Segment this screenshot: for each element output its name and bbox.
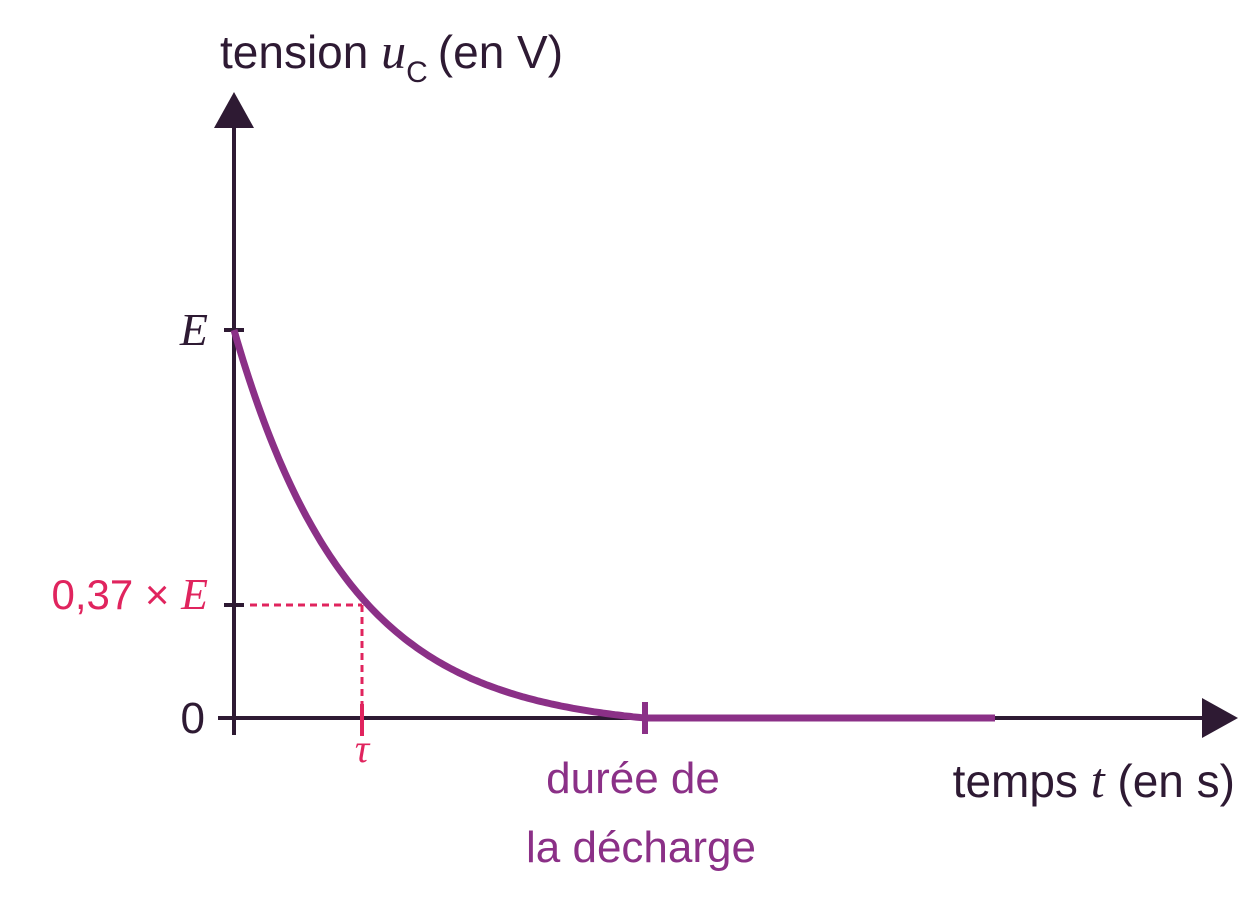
x-axis-title: temps t (en s) (953, 752, 1235, 808)
x-title-unit: (en s) (1117, 755, 1235, 807)
y-title-subscript: C (406, 56, 428, 89)
annotation-line: durée de (546, 754, 720, 803)
x-title-symbol: t (1091, 752, 1106, 808)
y-axis-title: tension uC (en V) (220, 23, 563, 89)
y-axis-arrow (214, 92, 254, 128)
tick-label-e: E (179, 304, 208, 355)
annotation-line: la décharge (526, 823, 756, 872)
y-title-symbol: u (381, 23, 406, 79)
tick-label-tau: τ (355, 726, 371, 771)
discharge-curve (230, 329, 646, 722)
tick-label-zero: 0 (181, 694, 205, 743)
tick-mid-factor: 0,37 × (51, 571, 169, 618)
y-title-word: tension (220, 26, 368, 78)
x-axis-arrow (1202, 698, 1238, 738)
tick-label-mid: 0,37 × E (51, 570, 208, 619)
tick-mid-symbol: E (180, 570, 208, 619)
x-title-word: temps (953, 755, 1078, 807)
y-title-unit: (en V) (438, 26, 563, 78)
